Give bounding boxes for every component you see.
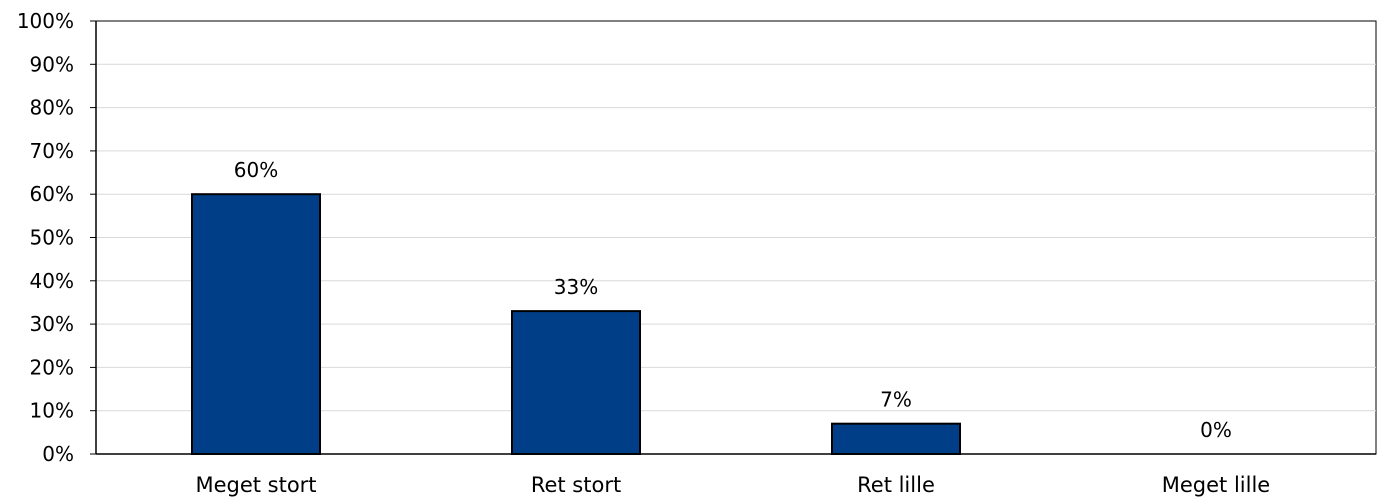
data-label: 60% bbox=[234, 158, 278, 182]
bar bbox=[511, 310, 641, 455]
y-tick-label: 20% bbox=[30, 355, 74, 379]
category-label: Ret lille bbox=[857, 473, 935, 497]
category-label: Ret stort bbox=[531, 473, 621, 497]
y-axis-ticks: 0% 10% 20% 30% 40% 50% 60% 70% 80% 90% 100% bbox=[17, 9, 74, 466]
axes bbox=[90, 20, 1376, 455]
data-labels: 60% 33% 7% 0% bbox=[234, 158, 1232, 442]
data-label: 33% bbox=[554, 275, 598, 299]
bars bbox=[191, 193, 961, 456]
y-tick-label: 10% bbox=[30, 399, 74, 423]
y-tick-label: 70% bbox=[30, 139, 74, 163]
category-label: Meget lille bbox=[1162, 473, 1270, 497]
bar bbox=[831, 422, 961, 456]
data-label: 7% bbox=[880, 388, 912, 412]
y-tick-label: 80% bbox=[30, 96, 74, 120]
x-axis-labels: Meget stort Ret stort Ret lille Meget lille bbox=[195, 473, 1270, 497]
y-tick-label: 100% bbox=[17, 9, 74, 33]
y-tick-label: 60% bbox=[30, 182, 74, 206]
y-tick-label: 0% bbox=[42, 442, 74, 466]
y-tick-label: 30% bbox=[30, 312, 74, 336]
data-label: 0% bbox=[1200, 418, 1232, 442]
y-tick-label: 50% bbox=[30, 226, 74, 250]
bar bbox=[191, 193, 321, 455]
y-tick-label: 40% bbox=[30, 269, 74, 293]
y-tick-label: 90% bbox=[30, 52, 74, 76]
category-label: Meget stort bbox=[195, 473, 316, 497]
